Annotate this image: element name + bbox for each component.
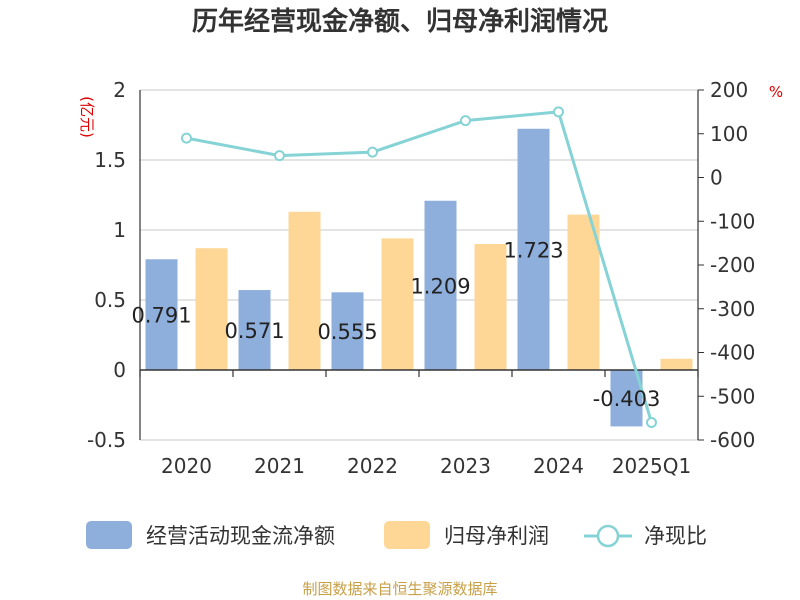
left-tick-label: 0 bbox=[113, 358, 126, 382]
ratio-point bbox=[367, 146, 378, 158]
left-tick-label: 1 bbox=[113, 218, 126, 242]
legend-cash-flow-swatch bbox=[86, 521, 132, 549]
net-profit-bar bbox=[474, 244, 507, 370]
bars bbox=[145, 128, 693, 427]
category-label: 2025Q1 bbox=[612, 454, 691, 478]
category-label: 2023 bbox=[440, 454, 491, 478]
net-profit-bar bbox=[381, 238, 414, 370]
cash-flow-data-label: 0.791 bbox=[131, 304, 191, 328]
left-axis-unit: (亿元) bbox=[78, 96, 96, 138]
left-tick-label: -0.5 bbox=[87, 428, 126, 452]
right-tick-label: -600 bbox=[710, 428, 755, 452]
chart-title: 历年经营现金净额、归母净利润情况 bbox=[192, 6, 608, 37]
cash-flow-data-label: 1.209 bbox=[410, 274, 470, 298]
cash-flow-data-label: 0.571 bbox=[224, 319, 284, 343]
cash-flow-bar bbox=[517, 128, 550, 370]
left-tick-label: 1.5 bbox=[94, 148, 126, 172]
cash-flow-bar bbox=[424, 200, 457, 370]
legend-ratio-marker bbox=[596, 524, 620, 548]
cash-flow-bar bbox=[331, 292, 364, 370]
right-tick-label: -200 bbox=[710, 253, 755, 277]
net-profit-bar bbox=[288, 211, 321, 370]
legend-net-profit-swatch bbox=[384, 521, 430, 549]
cash-flow-data-label: 0.555 bbox=[317, 320, 377, 344]
axes bbox=[139, 89, 704, 441]
right-tick-label: -300 bbox=[710, 297, 755, 321]
ratio-polyline bbox=[186, 110, 653, 423]
source-note: 制图数据来自恒生聚源数据库 bbox=[302, 580, 497, 598]
right-axis-unit: % bbox=[769, 83, 783, 101]
right-tick-label: 0 bbox=[710, 166, 723, 190]
category-label: 2024 bbox=[533, 454, 584, 478]
category-label: 2022 bbox=[347, 454, 398, 478]
right-tick-label: 200 bbox=[710, 78, 748, 102]
left-tick-label: 2 bbox=[113, 78, 126, 102]
right-tick-label: 100 bbox=[710, 122, 748, 146]
ratio-point bbox=[646, 417, 657, 428]
ratio-line bbox=[181, 106, 657, 428]
ratio-point bbox=[460, 115, 471, 127]
cash-flow-bar bbox=[145, 259, 178, 370]
ratio-point bbox=[274, 150, 285, 162]
category-label: 2021 bbox=[254, 454, 305, 478]
left-tick-label: 0.5 bbox=[94, 288, 126, 312]
net-profit-bar bbox=[660, 358, 693, 370]
cash-flow-data-label: 1.723 bbox=[503, 238, 563, 262]
cash-flow-data-label: -0.403 bbox=[593, 387, 661, 411]
net-profit-bar bbox=[195, 248, 228, 370]
ratio-point bbox=[553, 106, 564, 118]
right-tick-label: -400 bbox=[710, 341, 755, 365]
legend-ratio-label: 净现比 bbox=[644, 524, 707, 548]
tick-labels: 2 1.5 1 0.5 0 -0.5 200 100 0 -100 -200 -300 -400 -500… bbox=[87, 78, 755, 478]
legend: 经营活动现金流净额 归母净利润 净现比 bbox=[86, 521, 707, 549]
legend-cash-flow-label: 经营活动现金流净额 bbox=[146, 524, 335, 548]
legend-net-profit-label: 归母净利润 bbox=[444, 524, 549, 548]
ratio-point bbox=[181, 132, 192, 144]
cash-flow-bar bbox=[238, 290, 271, 370]
category-label: 2020 bbox=[161, 454, 212, 478]
right-tick-label: -500 bbox=[710, 384, 755, 408]
net-profit-bar bbox=[567, 214, 600, 370]
data-labels: 0.791 0.571 0.555 1.209 1.723 -0.403 bbox=[131, 238, 660, 411]
right-tick-label: -100 bbox=[710, 209, 755, 233]
